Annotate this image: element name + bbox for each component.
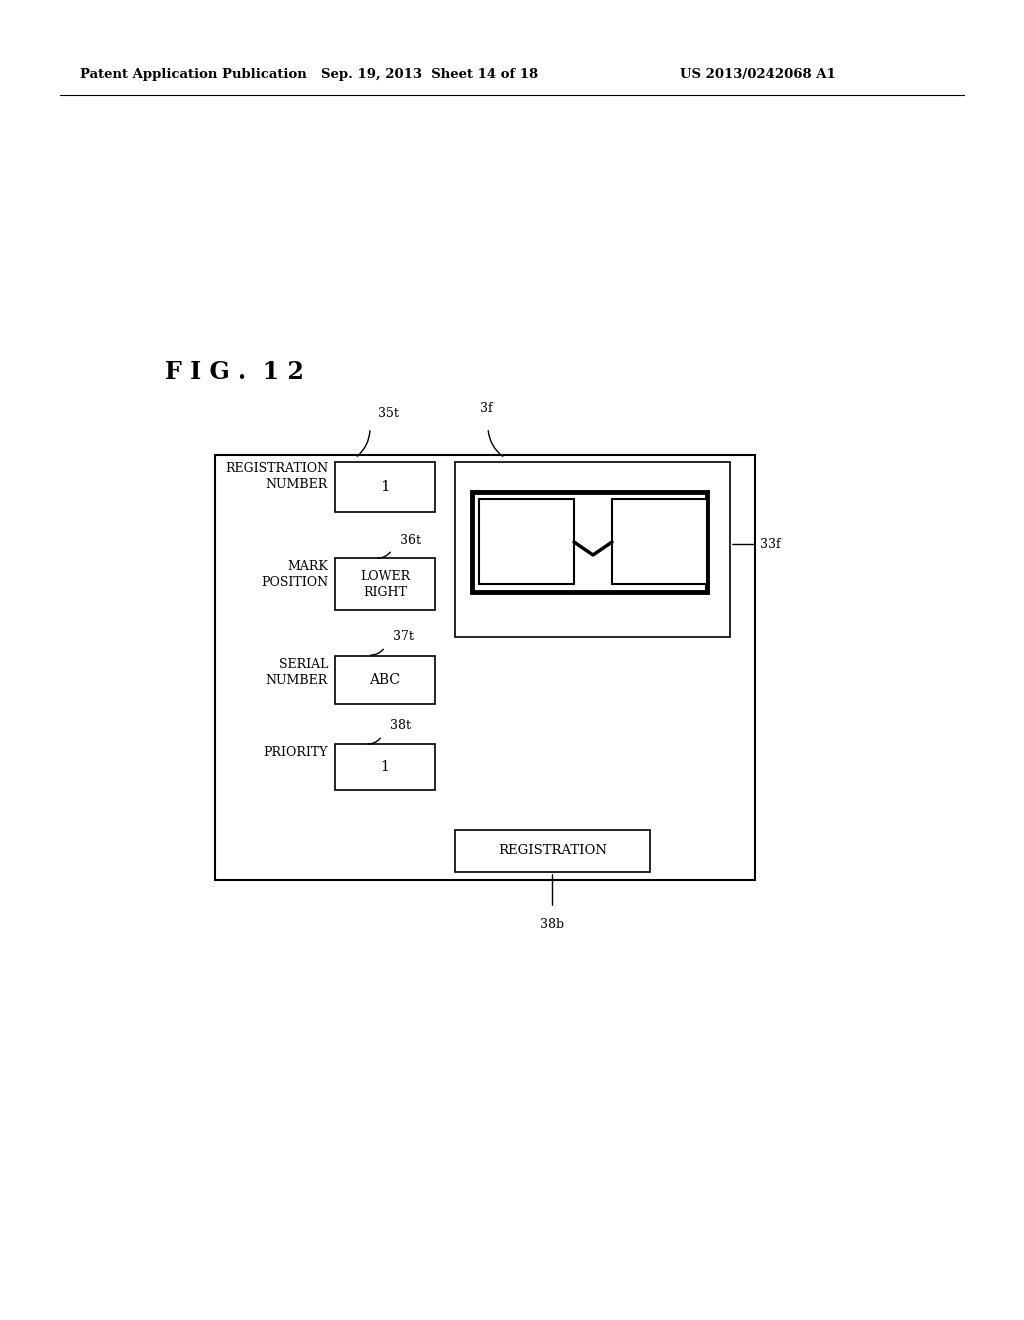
Text: F I G .  1 2: F I G . 1 2 (165, 360, 304, 384)
Bar (455, 830, 650, 873)
Bar (472, 492, 707, 591)
Bar (335, 744, 435, 789)
Text: US 2013/0242068 A1: US 2013/0242068 A1 (680, 69, 836, 81)
Text: 33f: 33f (760, 539, 780, 550)
Text: 38t: 38t (390, 719, 411, 733)
Text: 36t: 36t (400, 535, 421, 546)
Bar (335, 462, 435, 512)
Text: 37t: 37t (393, 630, 414, 643)
Bar (479, 499, 574, 583)
Bar (335, 656, 435, 704)
Text: SERIAL
NUMBER: SERIAL NUMBER (266, 657, 328, 686)
Text: 35t: 35t (378, 407, 399, 420)
Text: 1: 1 (381, 760, 389, 774)
Text: 38b: 38b (541, 917, 564, 931)
Text: LOWER
RIGHT: LOWER RIGHT (360, 569, 410, 598)
Text: 3f: 3f (480, 403, 493, 414)
Bar (612, 499, 707, 583)
Bar (455, 462, 730, 638)
Bar (335, 558, 435, 610)
Text: PRIORITY: PRIORITY (263, 746, 328, 759)
Text: Sep. 19, 2013  Sheet 14 of 18: Sep. 19, 2013 Sheet 14 of 18 (322, 69, 539, 81)
Text: Patent Application Publication: Patent Application Publication (80, 69, 307, 81)
Text: 1: 1 (380, 480, 390, 494)
Text: MARK
POSITION: MARK POSITION (261, 560, 328, 589)
Text: ABC: ABC (370, 673, 400, 686)
Text: REGISTRATION: REGISTRATION (498, 845, 607, 858)
Bar (215, 455, 755, 880)
Text: REGISTRATION
NUMBER: REGISTRATION NUMBER (225, 462, 328, 491)
